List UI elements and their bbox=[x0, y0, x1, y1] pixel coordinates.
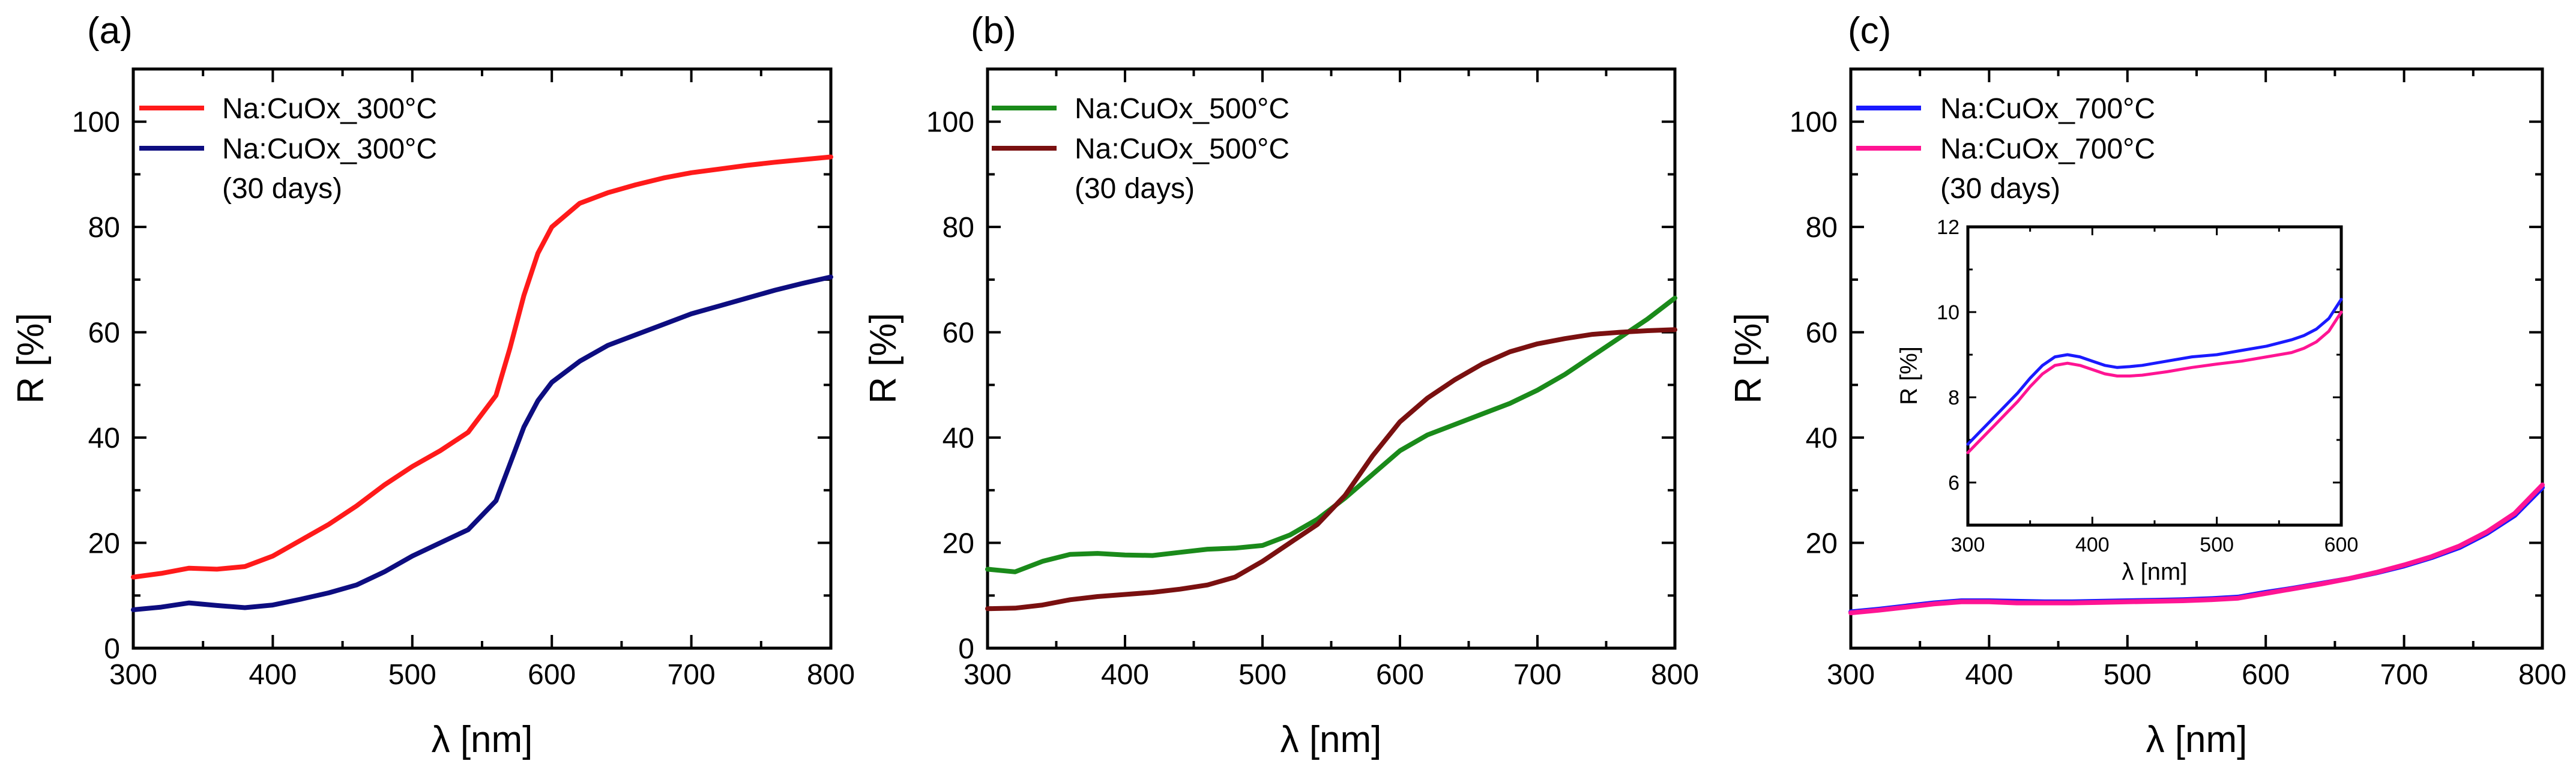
series-line bbox=[131, 274, 833, 612]
panel-b: (b) 300 400 500 600 700 800 0 20 40 60 8… bbox=[863, 10, 1699, 760]
inset-y-axis-label: R [%] bbox=[1896, 346, 1922, 405]
y-tick-labels: 0 20 40 60 80 100 bbox=[72, 107, 120, 665]
inset-series-group bbox=[1966, 298, 2343, 454]
x-axis-label: λ [nm] bbox=[432, 719, 533, 760]
y-axis-label: R [%] bbox=[1728, 313, 1769, 404]
inset-x-tick-label: 500 bbox=[2200, 534, 2234, 556]
inset-chart: 300 400 500 600 6 8 10 12 λ [nm] R [%] bbox=[1896, 216, 2358, 585]
y-tick-label: 80 bbox=[1806, 212, 1838, 244]
y-tick-label: 20 bbox=[88, 528, 120, 560]
y-tick-label: 20 bbox=[943, 528, 974, 560]
x-tick-label: 700 bbox=[668, 659, 716, 691]
inset-y-tick-label: 8 bbox=[1948, 386, 1959, 409]
inset-x-tick-label: 400 bbox=[2075, 534, 2110, 556]
x-tick-label: 700 bbox=[2380, 659, 2428, 691]
x-tick-label: 400 bbox=[1101, 659, 1149, 691]
x-tick-label: 800 bbox=[807, 659, 855, 691]
y-axis-label: R [%] bbox=[10, 313, 52, 404]
x-axis-label: λ [nm] bbox=[1280, 719, 1382, 760]
series-group bbox=[131, 154, 833, 612]
y-tick-label: 40 bbox=[1806, 423, 1838, 454]
legend: Na:CuOx_300°C Na:CuOx_300°C (30 days) bbox=[139, 93, 437, 205]
x-tick-label: 500 bbox=[1238, 659, 1286, 691]
series-line bbox=[131, 154, 833, 580]
panel-c: (c) 300 400 500 600 700 800 20 40 60 80 … bbox=[1728, 10, 2566, 760]
x-tick-labels: 300 400 500 600 700 800 bbox=[109, 659, 855, 691]
y-tick-labels: 0 20 40 60 80 100 bbox=[926, 107, 974, 665]
x-tick-label: 600 bbox=[1376, 659, 1424, 691]
legend-label-sub: (30 days) bbox=[222, 173, 342, 205]
x-tick-label: 800 bbox=[1651, 659, 1699, 691]
panel-label: (a) bbox=[87, 10, 133, 52]
legend-label: Na:CuOx_500°C bbox=[1075, 133, 1290, 165]
y-tick-label: 100 bbox=[1790, 107, 1838, 139]
inset-y-tick-label: 6 bbox=[1948, 472, 1959, 495]
inset-x-tick-labels: 300 400 500 600 bbox=[1951, 534, 2359, 556]
x-tick-label: 400 bbox=[1965, 659, 2013, 691]
inset-x-axis-label: λ [nm] bbox=[2122, 559, 2188, 585]
x-tick-label: 500 bbox=[2104, 659, 2152, 691]
inset-series-line bbox=[1966, 298, 2343, 446]
y-tick-label: 100 bbox=[72, 107, 120, 139]
y-tick-label: 60 bbox=[943, 317, 974, 349]
series-line bbox=[1848, 483, 2545, 616]
inset-y-tick-labels: 6 8 10 12 bbox=[1937, 216, 1959, 495]
y-tick-label: 80 bbox=[943, 212, 974, 244]
series-group bbox=[1848, 483, 2545, 616]
y-axis-label: R [%] bbox=[863, 313, 904, 404]
y-tick-label: 80 bbox=[88, 212, 120, 244]
inset-plot-frame bbox=[1966, 225, 2343, 527]
series-group bbox=[985, 295, 1677, 612]
x-tick-label: 800 bbox=[2518, 659, 2566, 691]
series-line bbox=[985, 327, 1677, 612]
inset-x-tick-label: 600 bbox=[2324, 534, 2359, 556]
legend-label-sub: (30 days) bbox=[1940, 173, 2060, 205]
y-tick-label: 100 bbox=[926, 107, 974, 139]
legend-label: Na:CuOx_500°C bbox=[1075, 93, 1290, 125]
x-tick-label: 300 bbox=[1827, 659, 1875, 691]
x-tick-label: 500 bbox=[388, 659, 436, 691]
panel-a: (a) 300 400 500 600 700 800 0 20 40 60 8… bbox=[10, 10, 855, 760]
legend-label-sub: (30 days) bbox=[1075, 173, 1195, 205]
legend-label: Na:CuOx_300°C bbox=[222, 133, 437, 165]
legend: Na:CuOx_700°C Na:CuOx_700°C (30 days) bbox=[1856, 93, 2155, 205]
inset-series-line bbox=[1966, 310, 2343, 454]
x-tick-label: 300 bbox=[109, 659, 157, 691]
x-tick-labels: 300 400 500 600 700 800 bbox=[964, 659, 1699, 691]
x-tick-labels: 300 400 500 600 700 800 bbox=[1827, 659, 2566, 691]
x-tick-label: 700 bbox=[1513, 659, 1561, 691]
inset-y-tick-label: 10 bbox=[1937, 301, 1959, 324]
y-tick-label: 60 bbox=[1806, 317, 1838, 349]
legend-label: Na:CuOx_700°C bbox=[1940, 133, 2155, 165]
inset-x-tick-label: 300 bbox=[1951, 534, 1985, 556]
panel-label: (b) bbox=[971, 10, 1016, 52]
y-tick-label: 40 bbox=[88, 423, 120, 454]
y-tick-label: 60 bbox=[88, 317, 120, 349]
axis-ticks bbox=[1850, 68, 2544, 649]
x-tick-label: 600 bbox=[528, 659, 576, 691]
panel-label: (c) bbox=[1848, 10, 1891, 52]
x-tick-label: 300 bbox=[964, 659, 1012, 691]
x-axis-label: λ [nm] bbox=[2146, 719, 2248, 760]
legend: Na:CuOx_500°C Na:CuOx_500°C (30 days) bbox=[992, 93, 1290, 205]
y-tick-label: 0 bbox=[104, 633, 120, 665]
x-tick-label: 600 bbox=[2242, 659, 2290, 691]
x-tick-label: 400 bbox=[249, 659, 297, 691]
legend-label: Na:CuOx_300°C bbox=[222, 93, 437, 125]
axis-ticks bbox=[986, 68, 1676, 649]
y-tick-label: 40 bbox=[943, 423, 974, 454]
inset-y-tick-label: 12 bbox=[1937, 216, 1959, 239]
inset-axis-ticks bbox=[1967, 226, 2342, 526]
legend-label: Na:CuOx_700°C bbox=[1940, 93, 2155, 125]
y-tick-label: 20 bbox=[1806, 528, 1838, 560]
y-tick-labels: 20 40 60 80 100 bbox=[1790, 107, 1838, 560]
y-tick-label: 0 bbox=[958, 633, 974, 665]
